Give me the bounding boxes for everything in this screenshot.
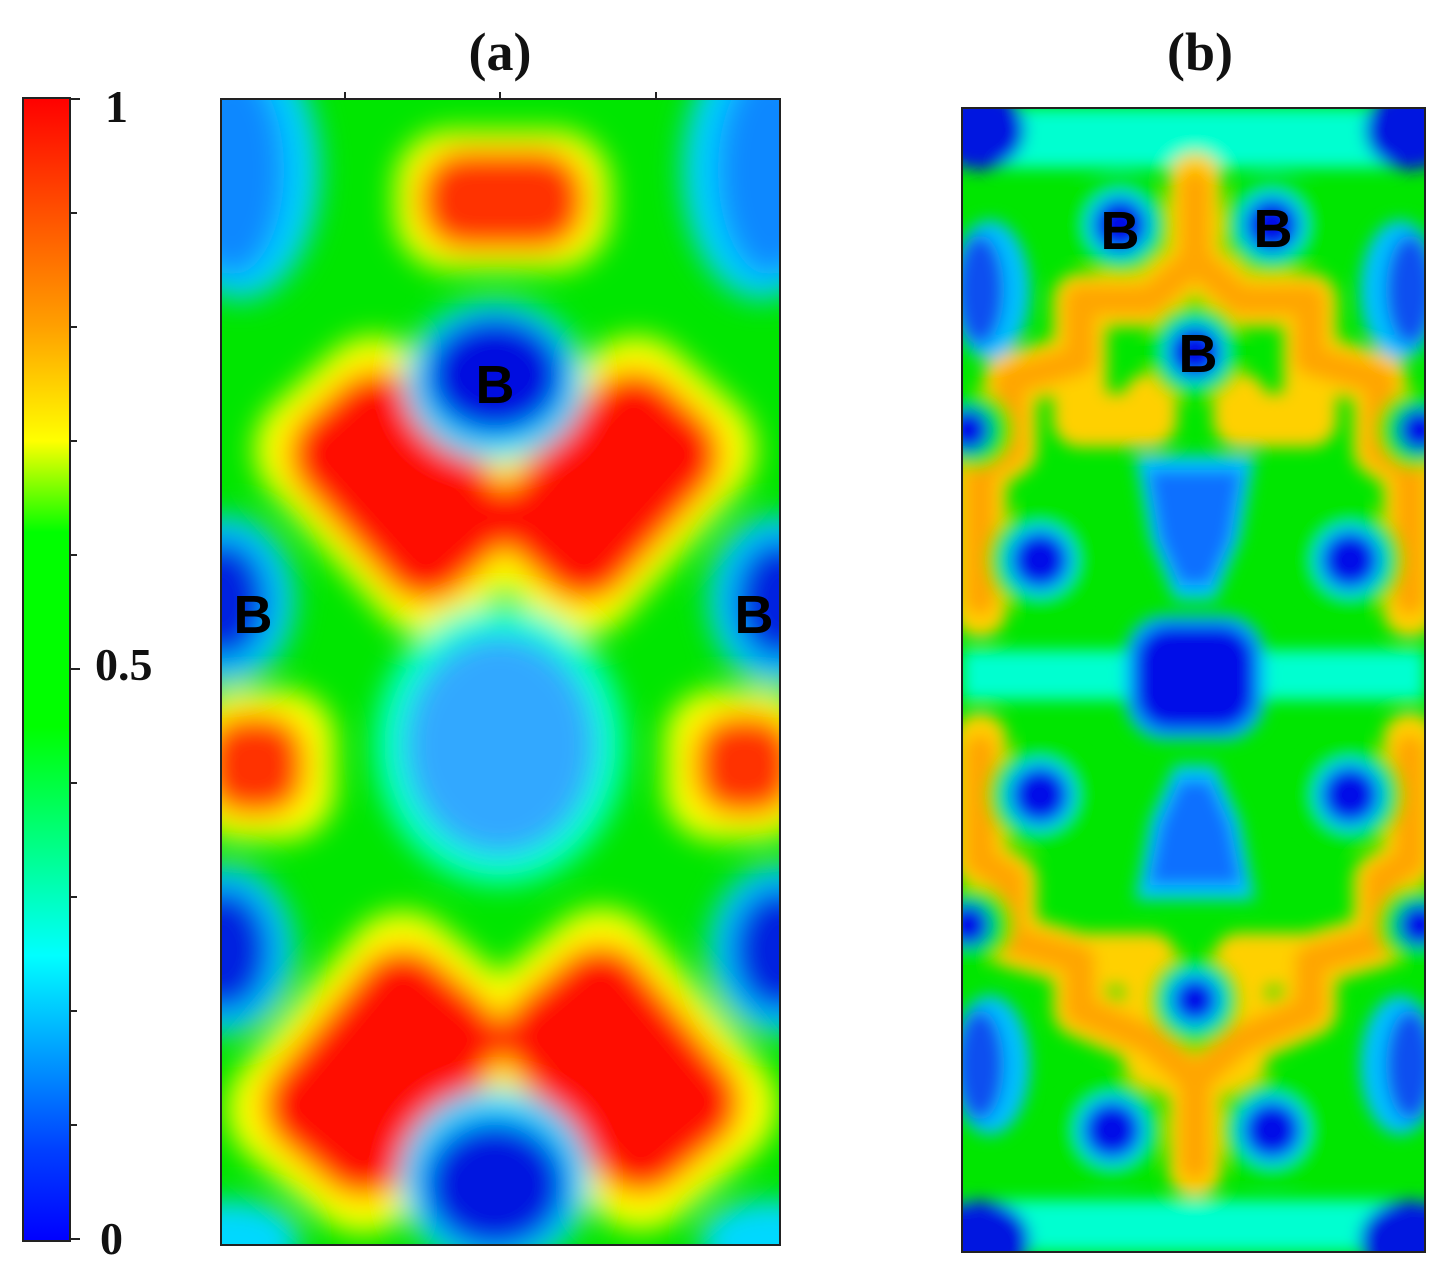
colorbar: 1 0.5 0	[22, 81, 153, 1264]
panel-a-top-ticks	[344, 92, 657, 98]
panel-b: (b)	[961, 22, 1426, 1253]
panel-a-atom-label-right: B	[735, 585, 774, 645]
panel-b-atom-label-center: B	[1179, 324, 1218, 384]
colorbar-ticks	[70, 98, 80, 1240]
panel-b-atom-label-left: B	[1101, 201, 1140, 261]
panel-b-heatmap	[962, 108, 1425, 1252]
panel-a-title: (a)	[469, 22, 532, 82]
colorbar-tick-label-mid: 0.5	[95, 639, 153, 690]
panel-b-atom-label-right: B	[1254, 199, 1293, 259]
panel-a: (a)	[220, 22, 781, 1246]
panel-b-title: (b)	[1167, 22, 1233, 82]
panel-a-heatmap	[221, 99, 780, 1245]
panel-a-atom-label-left: B	[234, 585, 273, 645]
panel-a-frame	[220, 98, 781, 1246]
colorbar-tick-label-max: 1	[105, 81, 128, 132]
colorbar-gradient	[22, 97, 71, 1242]
panel-b-frame	[961, 107, 1426, 1253]
colorbar-tick-label-min: 0	[100, 1213, 123, 1264]
panel-a-atom-label-center: B	[476, 355, 515, 415]
